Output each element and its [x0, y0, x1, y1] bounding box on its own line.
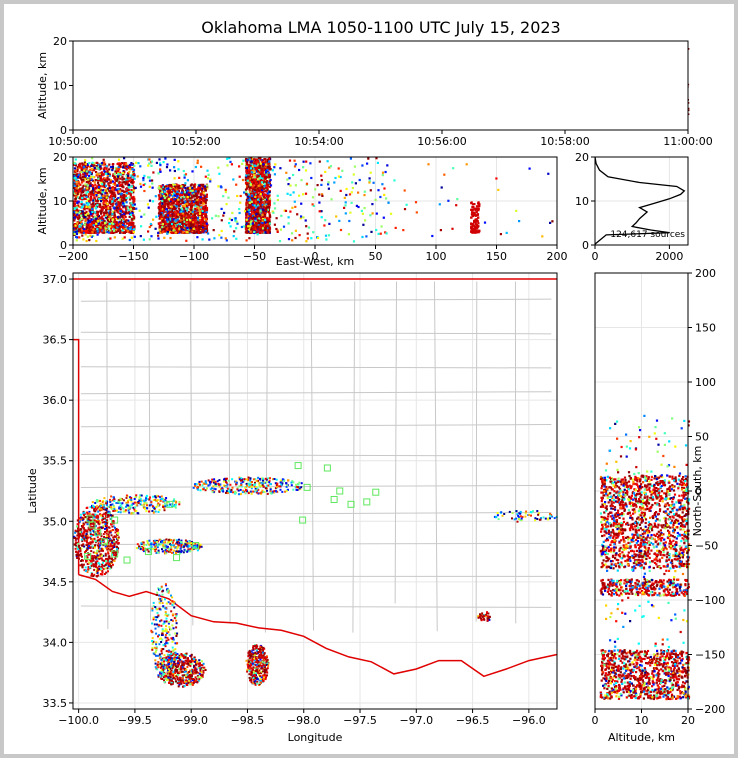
p1-source-dot — [687, 113, 690, 115]
altitude-time-panel: 10:50:00 10:52:00 10:54:00 10:56:00 10:58:00… — [36, 35, 713, 148]
figure-title: Oklahoma LMA 1050-1100 UTC July 15, 2023 — [201, 18, 560, 37]
p1-source-dot — [687, 109, 690, 112]
